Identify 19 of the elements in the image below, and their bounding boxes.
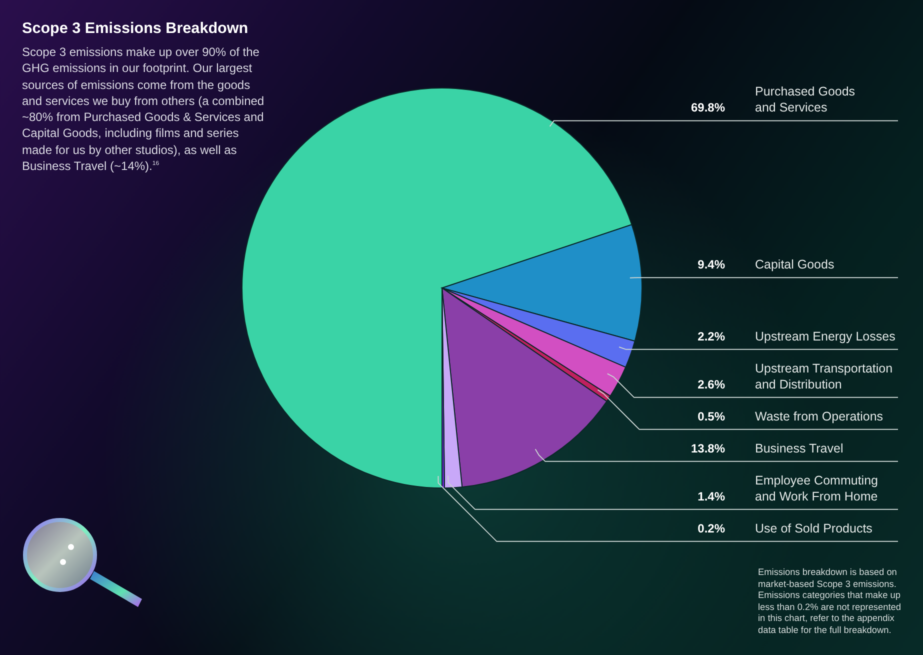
data-label: 2.6% xyxy=(698,377,726,392)
text: Scope 3 emissions make up over 90% of the GHG emissions in our footprint. Our largest sources of emissions come from the goods and services we buy from others (a combined ~80% from Purchased Goods & Services and Capital Goods, including films and series made for us by other studios), as well as Business Travel (~14%).$^{16}$ xyxy=(22,45,264,174)
slice-label: Upstream Transportation and Distribution xyxy=(755,361,893,392)
chart-title: Scope 3 Emissions Breakdown xyxy=(22,20,248,38)
slice-label: Business Travel xyxy=(755,441,844,456)
slice-label: Use of Sold Products xyxy=(755,521,872,536)
slice-label: Waste from Operations xyxy=(755,409,884,424)
data-label: 2.2% xyxy=(698,329,726,344)
slice-label: Employee Commuting and Work From Home xyxy=(755,473,878,504)
data-label: 0.2% xyxy=(698,521,726,536)
slice-label: Purchased Goods and Services xyxy=(755,84,856,115)
slice-label: Upstream Energy Losses xyxy=(755,329,896,344)
data-label: 9.4% xyxy=(698,258,726,272)
data-label: 13.8% xyxy=(690,441,726,456)
slice-label: Capital Goods xyxy=(755,258,834,272)
data-label: 1.4% xyxy=(698,489,726,504)
text: Emissions breakdown is based on market-based Scope 3 emissions. Emissions categories that make up less than 0.2% are not represented in this chart, refer to the appendix data table for the full breakdown. xyxy=(758,567,902,637)
data-label: 69.8% xyxy=(690,100,726,115)
data-label: 0.5% xyxy=(698,409,726,424)
